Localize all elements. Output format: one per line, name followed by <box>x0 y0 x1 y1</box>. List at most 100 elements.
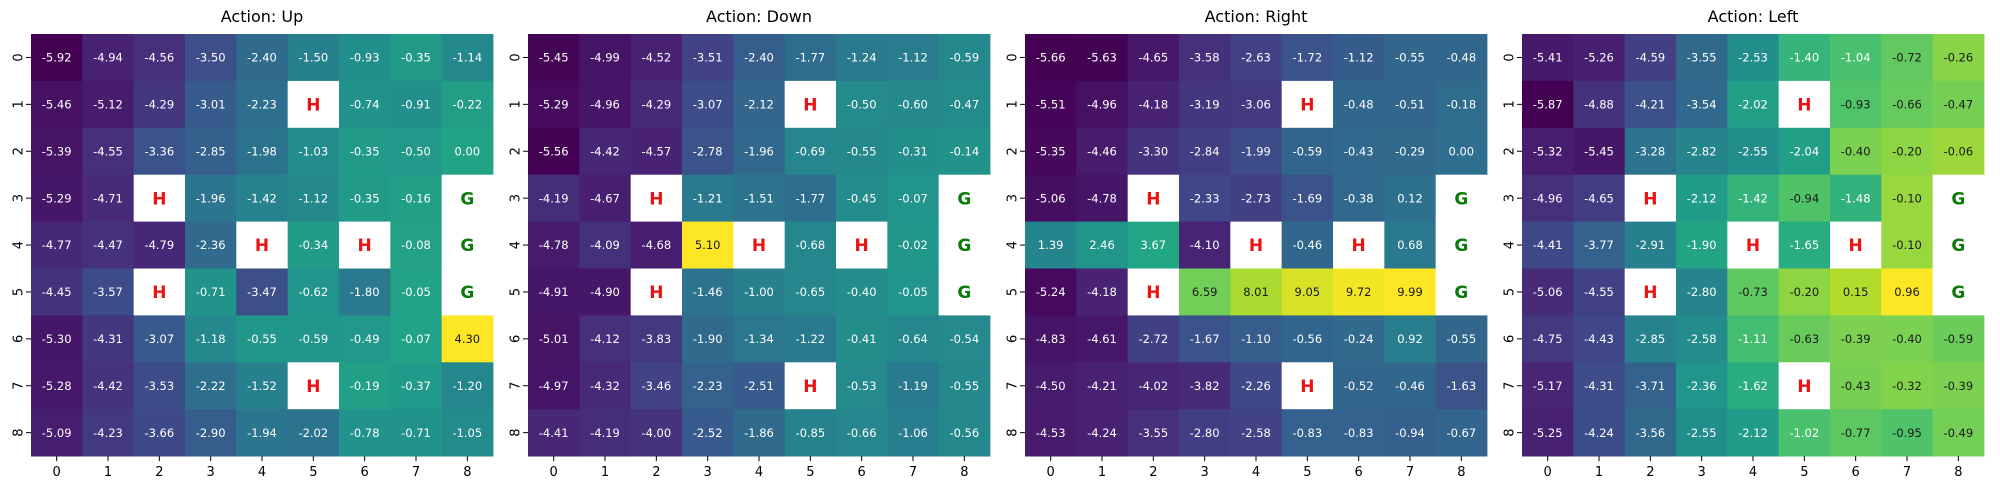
cell-value-label: -3.07 <box>693 97 723 111</box>
x-tick-label: 8 <box>1457 465 1465 480</box>
y-tick-label: 6 <box>509 335 524 343</box>
cell-value-label: -0.95 <box>1892 426 1922 440</box>
cell-value-label: -1.20 <box>452 379 482 393</box>
cell-value-label: -4.29 <box>641 97 671 111</box>
heatmap-cell <box>1333 268 1385 316</box>
heatmap-cell <box>1076 80 1129 129</box>
cell-value-label: -1.03 <box>298 144 328 158</box>
cell-value-label: -0.51 <box>1395 97 1425 111</box>
y-tick-label: 6 <box>1006 335 1021 343</box>
hole-cell <box>836 221 888 269</box>
heatmap-cell <box>528 127 580 176</box>
cell-value-label: -2.02 <box>1738 97 1768 111</box>
heatmap-cell <box>31 80 83 129</box>
heatmap-cell <box>1881 80 1934 129</box>
cell-value-label: -0.37 <box>401 379 431 393</box>
heatmap-cell <box>1230 268 1283 316</box>
heatmap-cell <box>287 221 340 269</box>
hole-cell <box>339 221 391 269</box>
cell-value-label: 0.15 <box>1843 285 1869 299</box>
heatmap-cell <box>1778 127 1831 176</box>
hole-cell <box>133 174 186 222</box>
cell-value-label: -0.50 <box>401 144 431 158</box>
heatmap-cell <box>1676 127 1728 176</box>
heatmap-cell <box>836 174 888 222</box>
heatmap-cell <box>236 34 289 82</box>
heatmap-cell <box>1333 127 1385 176</box>
cell-value-label: -0.34 <box>298 238 328 252</box>
cell-value-label: H <box>803 95 817 115</box>
cell-value-label: -2.36 <box>196 238 226 252</box>
heatmap-cell <box>1573 174 1626 222</box>
heatmap-cell <box>82 221 135 269</box>
heatmap-cell <box>1179 268 1231 316</box>
heatmap-cell <box>938 315 991 363</box>
heatmap-cell <box>733 268 786 316</box>
cell-value-label: 5.10 <box>695 238 721 252</box>
heatmap-cell <box>836 315 888 363</box>
hole-cell <box>630 174 683 222</box>
cell-value-label: -0.40 <box>847 285 877 299</box>
cell-value-label: 9.72 <box>1346 285 1372 299</box>
cell-value-label: -0.54 <box>949 332 979 346</box>
cell-value-label: -0.02 <box>898 238 928 252</box>
cell-value-label: -2.72 <box>1138 332 1168 346</box>
panel-title: Action: Left <box>1708 7 1799 26</box>
y-tick-label: 3 <box>509 194 524 202</box>
cell-value-label: -5.29 <box>539 97 569 111</box>
cell-value-label: G <box>957 283 971 303</box>
heatmap-cell <box>1230 174 1283 222</box>
heatmap-cell <box>1281 34 1334 82</box>
heatmap-cell <box>682 409 734 457</box>
cell-value-label: -0.07 <box>898 191 928 205</box>
y-tick-label: 2 <box>1006 147 1021 155</box>
x-tick-label: 1 <box>601 465 609 480</box>
heatmap-cell <box>185 80 237 129</box>
x-tick-label: 2 <box>155 465 163 480</box>
heatmap-cell <box>1435 315 1488 363</box>
heatmap-cell <box>31 174 83 222</box>
cell-value-label: -1.96 <box>744 144 774 158</box>
cell-value-label: -2.58 <box>1241 426 1271 440</box>
heatmap-cell <box>1778 221 1831 269</box>
cell-value-label: -0.10 <box>1892 191 1922 205</box>
heatmap-cell <box>236 174 289 222</box>
cell-value-label: -4.21 <box>1635 97 1665 111</box>
cell-value-label: 0.96 <box>1894 285 1920 299</box>
cell-value-label: -4.67 <box>590 191 620 205</box>
heatmap-cell <box>1727 80 1780 129</box>
hole-cell <box>1778 362 1831 410</box>
heatmap-cell <box>1881 174 1934 222</box>
heatmap-cell <box>133 315 186 363</box>
heatmap-cell <box>1127 315 1180 363</box>
heatmap-cell <box>82 127 135 176</box>
heatmap-cell <box>441 34 494 82</box>
cell-value-label: -0.43 <box>1841 379 1871 393</box>
heatmap-cell <box>1932 409 1985 457</box>
cell-value-label: -3.36 <box>144 144 174 158</box>
cell-value-label: -1.21 <box>693 191 723 205</box>
cell-value-label: -4.02 <box>1138 379 1168 393</box>
heatmap-cell <box>31 362 83 410</box>
x-tick-label: 6 <box>1852 465 1860 480</box>
cell-value-label: G <box>460 189 474 209</box>
cell-value-label: -3.07 <box>144 332 174 346</box>
cell-value-label: -3.46 <box>641 379 671 393</box>
cell-value-label: -0.29 <box>1395 144 1425 158</box>
heatmap-cell <box>133 409 186 457</box>
heatmap-cell <box>1230 80 1283 129</box>
heatmap-cell <box>1932 127 1985 176</box>
x-tick-label: 0 <box>53 465 61 480</box>
heatmap-cell <box>1522 80 1574 129</box>
heatmap-cell <box>441 80 494 129</box>
heatmap-cell <box>390 315 443 363</box>
heatmap-cell <box>1676 80 1728 129</box>
heatmap-cell <box>887 221 940 269</box>
x-tick-label: 4 <box>755 465 763 480</box>
hole-cell <box>287 80 340 129</box>
heatmap-cell <box>1778 174 1831 222</box>
heatmap-cell <box>784 315 837 363</box>
cell-value-label: -1.48 <box>1841 191 1871 205</box>
cell-value-label: -4.77 <box>42 238 72 252</box>
cell-value-label: -0.05 <box>401 285 431 299</box>
